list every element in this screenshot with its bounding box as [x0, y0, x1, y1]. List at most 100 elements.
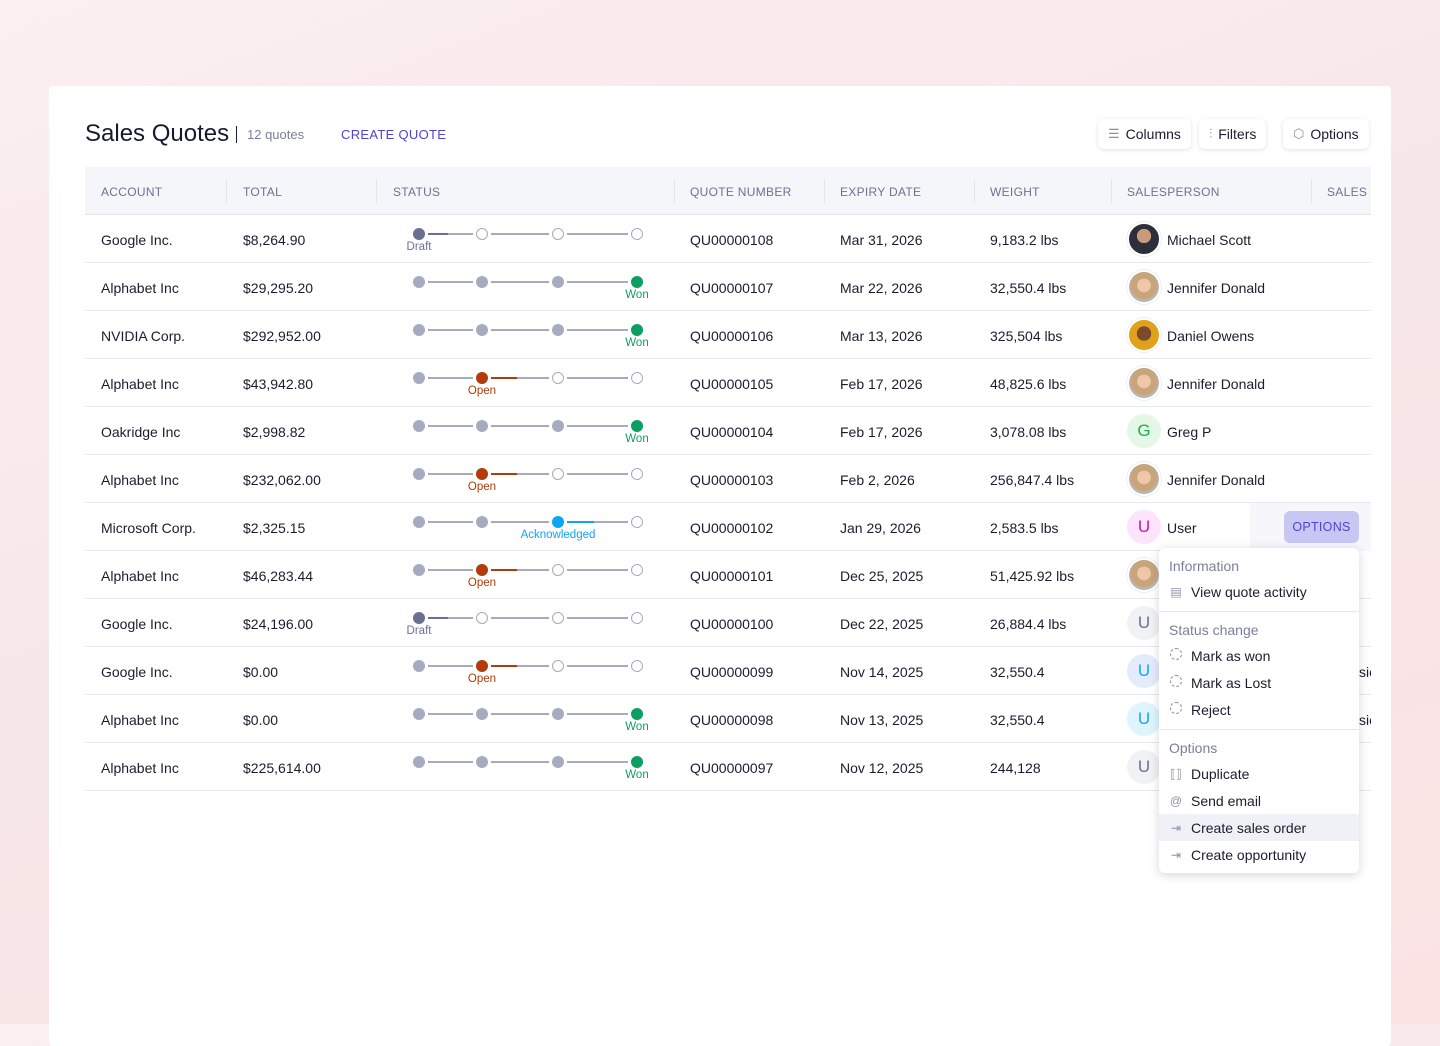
- column-header[interactable]: EXPIRY DATE: [840, 185, 922, 199]
- table-row[interactable]: Alphabet Inc $225,614.00 Won QU00000097 Nov …: [85, 743, 1371, 791]
- status-stepper: Acknowledged: [413, 515, 648, 545]
- quote-number-cell[interactable]: QU00000103: [690, 472, 774, 488]
- stepper-dot: [476, 708, 488, 720]
- stepper-dot: [552, 516, 564, 528]
- export-icon: ⇥: [1170, 820, 1182, 835]
- stepper-dot: [413, 564, 425, 576]
- menu-item-view-quote-activity[interactable]: ▤ View quote activity: [1159, 578, 1359, 605]
- column-divider[interactable]: [974, 179, 975, 203]
- menu-item-create-opportunity[interactable]: ⇥ Create opportunity: [1159, 841, 1359, 868]
- total-cell: $8,264.90: [243, 232, 306, 248]
- create-quote-button[interactable]: CREATE QUOTE: [341, 127, 447, 142]
- account-cell: Alphabet Inc: [101, 568, 179, 584]
- total-cell: $43,942.80: [243, 376, 314, 392]
- stepper-line: [567, 233, 628, 235]
- duplicate-icon: ⟦⟧: [1170, 766, 1182, 781]
- quote-number-cell[interactable]: QU00000101: [690, 568, 774, 584]
- expiry-date-cell: Nov 13, 2025: [840, 712, 924, 728]
- quote-number-cell[interactable]: QU00000106: [690, 328, 774, 344]
- column-divider[interactable]: [226, 179, 227, 203]
- expiry-date-cell: Mar 13, 2026: [840, 328, 923, 344]
- stepper-dot: [476, 516, 488, 528]
- column-divider[interactable]: [674, 179, 675, 203]
- expiry-date-cell: Jan 29, 2026: [840, 520, 921, 536]
- quote-number-cell[interactable]: QU00000104: [690, 424, 774, 440]
- menu-item-create-sales-order[interactable]: ⇥ Create sales order: [1159, 814, 1359, 841]
- table-row[interactable]: Alphabet Inc $0.00 Won QU00000098 Nov 13, 20…: [85, 695, 1371, 743]
- column-divider[interactable]: [1311, 179, 1312, 203]
- table-row[interactable]: Microsoft Corp. $2,325.15 Acknowledged QU00…: [85, 503, 1371, 551]
- table-row[interactable]: NVIDIA Corp. $292,952.00 Won QU00000106 Mar …: [85, 311, 1371, 359]
- stepper-dot: [631, 468, 643, 480]
- stepper-line: [491, 665, 549, 667]
- quote-number-cell[interactable]: QU00000098: [690, 712, 774, 728]
- status-label: Open: [467, 673, 497, 685]
- status-stepper: Open: [413, 371, 648, 401]
- table-row[interactable]: Alphabet Inc $43,942.80 Open QU00000105 Feb …: [85, 359, 1371, 407]
- table-row[interactable]: Google Inc. $8,264.90 Draft QU00000108 Mar 3…: [85, 215, 1371, 263]
- quote-number-cell[interactable]: QU00000100: [690, 616, 774, 632]
- column-header[interactable]: SALES C: [1327, 185, 1371, 199]
- stepper-line: [491, 473, 549, 475]
- account-cell: Alphabet Inc: [101, 280, 179, 296]
- column-divider[interactable]: [824, 179, 825, 203]
- status-stepper: Open: [413, 563, 648, 593]
- avatar: [1127, 462, 1161, 496]
- column-divider[interactable]: [376, 179, 377, 203]
- stepper-dot: [631, 372, 643, 384]
- stepper-line: [567, 617, 628, 619]
- menu-item-label: Reject: [1191, 701, 1231, 718]
- menu-item-send-email[interactable]: @ Send email: [1159, 787, 1359, 814]
- columns-button[interactable]: ☰ Columns: [1098, 119, 1191, 149]
- quote-number-cell[interactable]: QU00000108: [690, 232, 774, 248]
- table-row[interactable]: Google Inc. $0.00 Open QU00000099 Nov 14, 20…: [85, 647, 1371, 695]
- table-row[interactable]: Google Inc. $24,196.00 Draft QU00000100 Dec …: [85, 599, 1371, 647]
- column-divider[interactable]: [1111, 179, 1112, 203]
- table-row[interactable]: Alphabet Inc $46,283.44 Open QU00000101 Dec …: [85, 551, 1371, 599]
- quote-number-cell[interactable]: QU00000102: [690, 520, 774, 536]
- stepper-dot: [413, 420, 425, 432]
- quote-number-cell[interactable]: QU00000097: [690, 760, 774, 776]
- stepper-line: [428, 521, 473, 523]
- stepper-dot: [552, 708, 564, 720]
- expiry-date-cell: Feb 17, 2026: [840, 376, 923, 392]
- menu-divider: [1159, 729, 1359, 730]
- stepper-dot: [413, 516, 425, 528]
- stepper-line: [428, 761, 473, 763]
- total-cell: $46,283.44: [243, 568, 314, 584]
- filters-button[interactable]: ⫶ Filters: [1199, 119, 1267, 149]
- menu-item-mark-as-lost[interactable]: Mark as Lost: [1159, 669, 1359, 696]
- menu-item-reject[interactable]: Reject: [1159, 696, 1359, 723]
- account-cell: Google Inc.: [101, 664, 173, 680]
- column-header[interactable]: ACCOUNT: [101, 185, 163, 199]
- table-row[interactable]: Alphabet Inc $232,062.00 Open QU00000103 Feb…: [85, 455, 1371, 503]
- menu-item-duplicate[interactable]: ⟦⟧ Duplicate: [1159, 760, 1359, 787]
- column-header[interactable]: QUOTE NUMBER: [690, 185, 792, 199]
- table-row[interactable]: Alphabet Inc $29,295.20 Won QU00000107 Mar 2…: [85, 263, 1371, 311]
- options-button[interactable]: ⬡ Options: [1283, 119, 1369, 149]
- gear-icon: ⬡: [1293, 126, 1305, 141]
- stepper-progress: [491, 377, 518, 379]
- salesperson-name: Daniel Owens: [1167, 328, 1255, 344]
- table-body: Google Inc. $8,264.90 Draft QU00000108 Mar 3…: [85, 215, 1371, 791]
- stepper-dot: [476, 468, 488, 480]
- stepper-line: [491, 233, 549, 235]
- column-header[interactable]: STATUS: [393, 185, 441, 199]
- menu-item-mark-as-won[interactable]: Mark as won: [1159, 642, 1359, 669]
- stepper-dot: [413, 372, 425, 384]
- expiry-date-cell: Nov 14, 2025: [840, 664, 924, 680]
- column-header[interactable]: TOTAL: [243, 185, 283, 199]
- page-title: Sales Quotes: [85, 120, 230, 147]
- stepper-dot: [552, 276, 564, 288]
- avatar: [1127, 318, 1161, 352]
- quote-number-cell[interactable]: QU00000105: [690, 376, 774, 392]
- quote-number-cell[interactable]: QU00000099: [690, 664, 774, 680]
- quote-number-cell[interactable]: QU00000107: [690, 280, 774, 296]
- table-row[interactable]: Oakridge Inc $2,998.82 Won QU00000104 Feb 17…: [85, 407, 1371, 455]
- column-header[interactable]: SALESPERSON: [1127, 185, 1220, 199]
- stepper-dot: [413, 276, 425, 288]
- row-options-button[interactable]: OPTIONS: [1284, 511, 1359, 543]
- column-header[interactable]: WEIGHT: [990, 185, 1040, 199]
- stepper-dot: [631, 228, 643, 240]
- expiry-date-cell: Dec 25, 2025: [840, 568, 924, 584]
